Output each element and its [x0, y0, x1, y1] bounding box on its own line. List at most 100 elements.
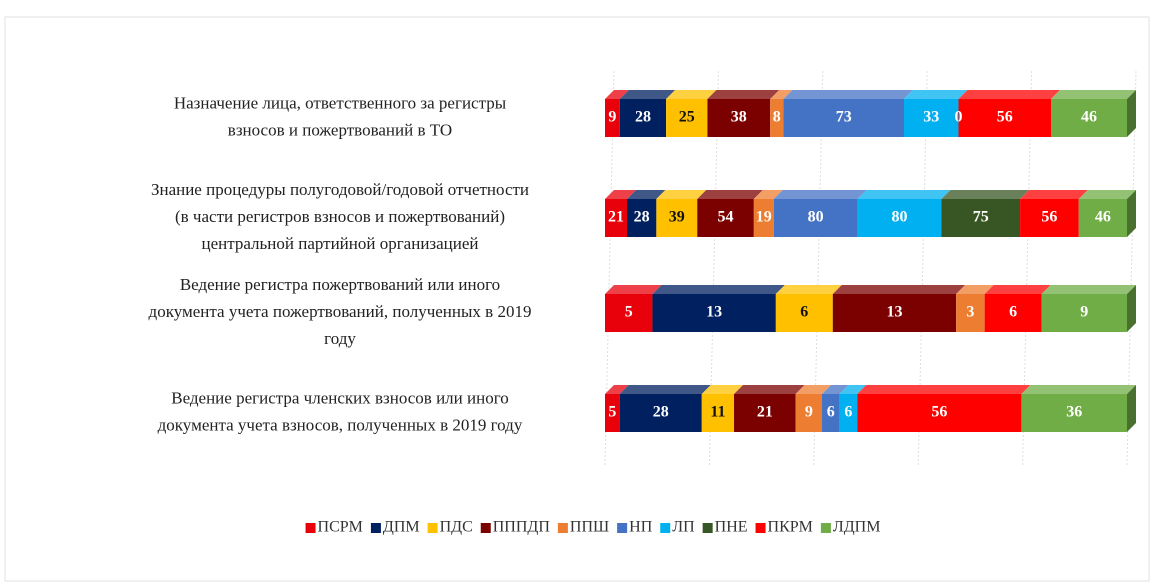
- data-label: 80: [808, 209, 824, 226]
- legend-label: ППШ: [570, 519, 609, 536]
- bar-top: [1020, 190, 1088, 199]
- category-label: Знание процедуры полугодовой/годовой отч…: [151, 180, 529, 199]
- bar: [605, 394, 620, 432]
- bar: [958, 99, 1052, 137]
- bar-top: [605, 285, 662, 294]
- bar: [941, 199, 1021, 237]
- bar: [666, 99, 708, 137]
- bar-top: [857, 190, 951, 199]
- category-label: взносов и пожертвований в ТО: [228, 120, 452, 139]
- legend-label: ПППДП: [493, 519, 551, 536]
- bar-top: [783, 90, 913, 99]
- data-label: 6: [844, 404, 852, 421]
- legend-swatch: [370, 523, 381, 533]
- data-label: 21: [608, 209, 624, 226]
- bar: [605, 294, 653, 332]
- data-label: 36: [1066, 404, 1082, 421]
- bar-side: [1127, 285, 1136, 332]
- category-label: документа учета пожертвований, полученны…: [149, 302, 532, 321]
- bar-top: [701, 385, 744, 394]
- bar: [1020, 199, 1079, 237]
- category-label: Назначение лица, ответственного за регис…: [174, 93, 507, 112]
- legend-swatch: [702, 523, 713, 533]
- bar: [857, 199, 942, 237]
- bar: [1021, 394, 1127, 432]
- bar-top: [832, 285, 966, 294]
- data-label: 6: [1009, 304, 1017, 321]
- legend-swatch: [617, 523, 628, 533]
- bar-top: [666, 90, 717, 99]
- legend-label: ЛДПМ: [833, 519, 881, 536]
- legend-label: ПКРМ: [768, 519, 813, 536]
- bar: [627, 199, 657, 237]
- data-label: 3: [966, 304, 974, 321]
- data-label: 6: [800, 304, 808, 321]
- bar: [1041, 294, 1127, 332]
- bar: [619, 394, 702, 432]
- data-label: 80: [892, 209, 908, 226]
- data-label: 9: [1080, 304, 1088, 321]
- bar: [605, 99, 620, 137]
- bar: [656, 199, 698, 237]
- data-label: 54: [718, 209, 734, 226]
- data-label: 56: [1041, 209, 1057, 226]
- bar: [701, 394, 735, 432]
- bar-top: [1078, 190, 1136, 199]
- bar: [903, 99, 959, 137]
- bar-top: [839, 385, 867, 394]
- bar: [652, 294, 776, 332]
- category-label: (в части регистров взносов и пожертвован…: [175, 207, 505, 226]
- data-label: 39: [669, 209, 685, 226]
- data-label: 9: [608, 109, 616, 126]
- bar-top: [627, 190, 666, 199]
- data-label: 11: [710, 404, 725, 421]
- data-label: 6: [827, 404, 835, 421]
- category-label: году: [324, 329, 356, 348]
- data-label: 13: [706, 304, 722, 321]
- legend-swatch: [557, 523, 568, 533]
- bar: [839, 394, 858, 432]
- data-label: 38: [731, 109, 747, 126]
- data-label: 56: [997, 109, 1013, 126]
- data-label: 56: [931, 404, 947, 421]
- category-label: центральной партийной организацией: [201, 234, 478, 253]
- bar: [707, 99, 771, 137]
- data-label: 21: [757, 404, 773, 421]
- legend-swatch: [660, 523, 671, 533]
- bar: [605, 199, 628, 237]
- bar-top: [1051, 90, 1136, 99]
- bar: [1051, 99, 1127, 137]
- data-label: 33: [923, 109, 939, 126]
- bar-top: [619, 90, 676, 99]
- data-label: 73: [836, 109, 852, 126]
- data-label: 19: [756, 209, 772, 226]
- bar-top: [753, 190, 783, 199]
- bar: [832, 294, 957, 332]
- bar-top: [822, 385, 849, 394]
- data-label: 9: [805, 404, 813, 421]
- bar: [775, 294, 833, 332]
- legend-label: ПСРМ: [318, 519, 363, 536]
- bar-top: [656, 190, 707, 199]
- bar: [753, 199, 774, 237]
- legend-label: ДПМ: [383, 519, 420, 536]
- bar-top: [941, 190, 1030, 199]
- category-label: Ведение регистра пожертвований или иного: [180, 275, 500, 294]
- data-label: 5: [625, 304, 633, 321]
- bar-top: [775, 285, 842, 294]
- bar-top: [795, 385, 832, 394]
- bar: [1078, 199, 1127, 237]
- bar-top: [652, 285, 785, 294]
- bar-top: [697, 190, 763, 199]
- bar-top: [770, 90, 793, 99]
- data-label: 0: [955, 109, 963, 126]
- data-label: 8: [773, 109, 781, 126]
- bar: [956, 294, 985, 332]
- data-label: 28: [634, 209, 650, 226]
- bar-top: [857, 385, 1031, 394]
- bar-top: [605, 190, 637, 199]
- bar: [795, 394, 823, 432]
- legend-swatch: [820, 523, 831, 533]
- bar-top: [903, 90, 968, 99]
